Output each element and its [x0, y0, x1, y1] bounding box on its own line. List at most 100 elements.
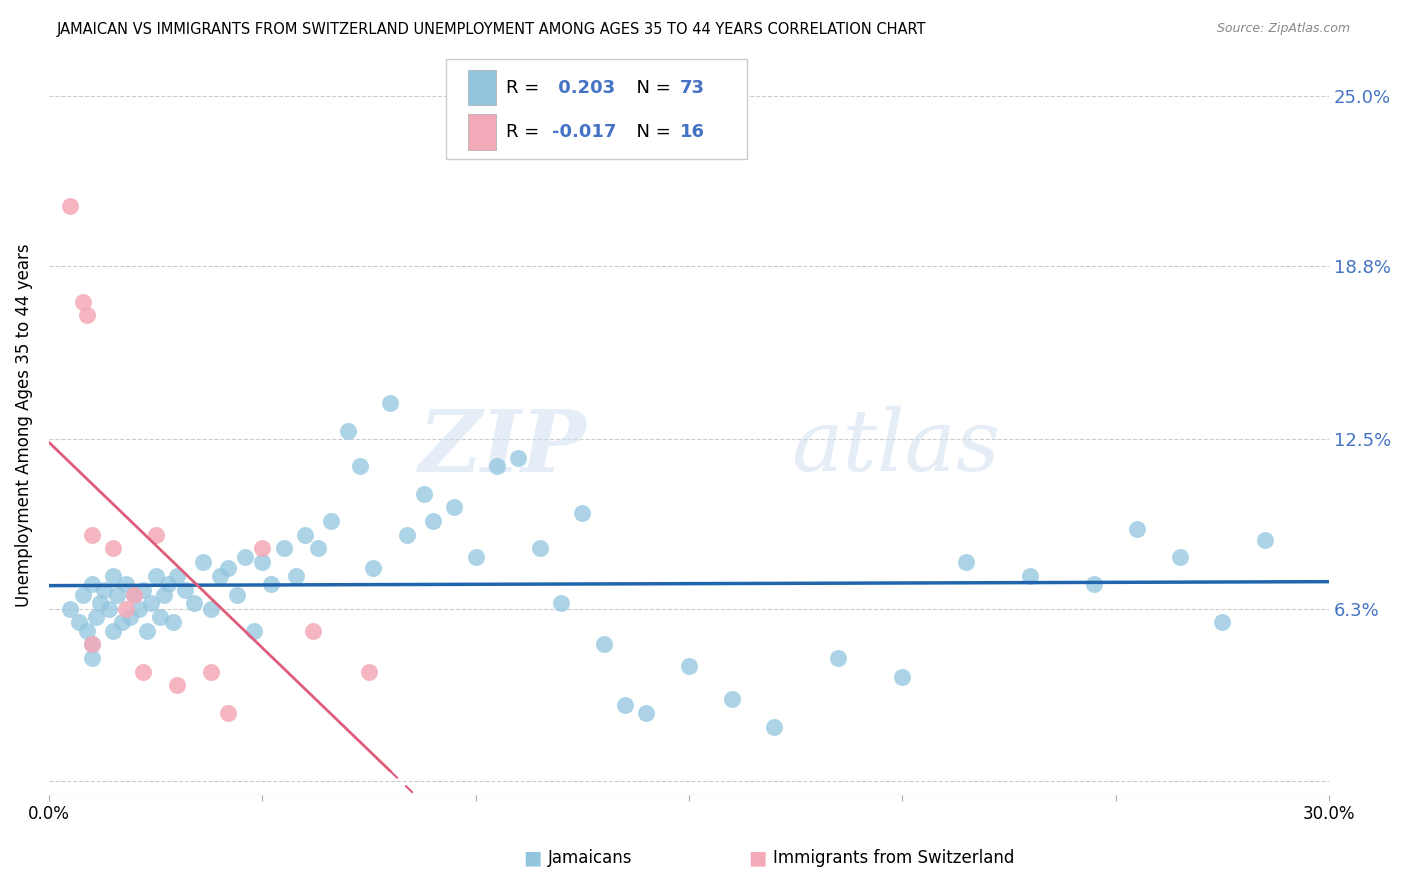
Text: ■: ■	[748, 848, 766, 868]
Point	[891, 670, 914, 684]
Point	[464, 549, 486, 564]
Point	[114, 577, 136, 591]
Point	[93, 582, 115, 597]
Point	[550, 596, 572, 610]
Point	[592, 637, 614, 651]
Point	[285, 569, 308, 583]
Text: JAMAICAN VS IMMIGRANTS FROM SWITZERLAND UNEMPLOYMENT AMONG AGES 35 TO 44 YEARS C: JAMAICAN VS IMMIGRANTS FROM SWITZERLAND …	[56, 22, 925, 37]
Point	[183, 596, 205, 610]
Point	[613, 698, 636, 712]
Point	[422, 514, 444, 528]
Text: ■: ■	[523, 848, 541, 868]
Point	[157, 577, 180, 591]
Text: 0.203: 0.203	[553, 78, 614, 96]
Point	[294, 527, 316, 541]
Point	[307, 541, 329, 556]
Point	[336, 424, 359, 438]
Point	[67, 615, 90, 630]
Point	[508, 450, 530, 465]
Point	[319, 514, 342, 528]
Point	[242, 624, 264, 638]
Point	[84, 610, 107, 624]
Point	[200, 665, 222, 679]
Point	[1019, 569, 1042, 583]
Point	[59, 601, 82, 615]
Point	[208, 569, 231, 583]
Point	[678, 659, 700, 673]
Point	[101, 569, 124, 583]
Point	[827, 651, 849, 665]
Text: 16: 16	[681, 123, 704, 141]
Point	[225, 588, 247, 602]
Point	[114, 601, 136, 615]
Point	[955, 555, 977, 569]
Point	[153, 588, 176, 602]
Point	[76, 309, 98, 323]
Text: ZIP: ZIP	[419, 406, 586, 489]
Point	[162, 615, 184, 630]
Point	[349, 459, 371, 474]
Point	[72, 294, 94, 309]
Point	[1083, 577, 1105, 591]
Text: atlas: atlas	[792, 406, 1001, 489]
Text: Source: ZipAtlas.com: Source: ZipAtlas.com	[1216, 22, 1350, 36]
Point	[260, 577, 283, 591]
Point	[191, 555, 214, 569]
Point	[124, 588, 146, 602]
Point	[110, 615, 132, 630]
Text: 73: 73	[681, 78, 704, 96]
Point	[149, 610, 172, 624]
Point	[571, 506, 593, 520]
Point	[217, 706, 239, 720]
Point	[720, 692, 742, 706]
Point	[89, 596, 111, 610]
Point	[145, 569, 167, 583]
Point	[413, 486, 436, 500]
Point	[1254, 533, 1277, 548]
Point	[1211, 615, 1233, 630]
Point	[59, 199, 82, 213]
Point	[233, 549, 256, 564]
Point	[128, 601, 150, 615]
Point	[302, 624, 325, 638]
Point	[252, 541, 274, 556]
FancyBboxPatch shape	[468, 114, 496, 150]
Text: R =: R =	[506, 78, 546, 96]
Point	[101, 624, 124, 638]
Point	[273, 541, 295, 556]
Point	[396, 527, 419, 541]
Point	[357, 665, 380, 679]
Point	[763, 720, 786, 734]
Point	[145, 527, 167, 541]
Text: N =: N =	[624, 78, 676, 96]
Point	[80, 577, 103, 591]
Text: Jamaicans: Jamaicans	[548, 849, 633, 867]
Point	[105, 588, 128, 602]
FancyBboxPatch shape	[446, 59, 747, 159]
Point	[124, 588, 146, 602]
Point	[132, 665, 155, 679]
Point	[361, 560, 384, 574]
Point	[174, 582, 197, 597]
Text: Immigrants from Switzerland: Immigrants from Switzerland	[773, 849, 1015, 867]
Point	[72, 588, 94, 602]
Point	[200, 601, 222, 615]
FancyBboxPatch shape	[468, 70, 496, 105]
Point	[217, 560, 239, 574]
Text: R =: R =	[506, 123, 546, 141]
Point	[136, 624, 159, 638]
Point	[132, 582, 155, 597]
Point	[1126, 522, 1149, 536]
Point	[101, 541, 124, 556]
Point	[1168, 549, 1191, 564]
Point	[529, 541, 551, 556]
Point	[166, 678, 188, 692]
Y-axis label: Unemployment Among Ages 35 to 44 years: Unemployment Among Ages 35 to 44 years	[15, 244, 32, 607]
Point	[166, 569, 188, 583]
Point	[80, 527, 103, 541]
Text: N =: N =	[624, 123, 676, 141]
Point	[80, 651, 103, 665]
Point	[80, 637, 103, 651]
Point	[118, 610, 141, 624]
Point	[76, 624, 98, 638]
